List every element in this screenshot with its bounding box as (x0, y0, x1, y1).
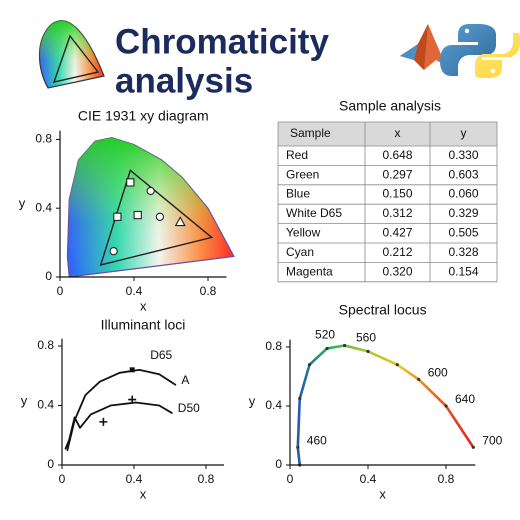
wavelength-label: 460 (307, 433, 327, 447)
sample-marker (146, 186, 155, 196)
table-title: Sample analysis (339, 98, 441, 114)
table-cell: Cyan (286, 245, 314, 259)
vertex-dot (417, 377, 421, 382)
x-tick-label: 0.4 (126, 472, 143, 486)
y-tick-label: 0.4 (35, 200, 52, 214)
illuminant-point (129, 367, 135, 373)
x-tick-label: 0.8 (200, 284, 217, 298)
table-header: Sample (290, 126, 331, 140)
vertex-dot (298, 397, 302, 401)
x-axis-label: x (379, 486, 386, 501)
series-line (66, 368, 177, 452)
vertex-dot (307, 363, 312, 367)
sample-marker (109, 247, 118, 256)
table-header-bg (278, 122, 497, 146)
table-cell: Yellow (286, 225, 321, 239)
python-logo (440, 24, 520, 78)
table-cell: 0.329 (448, 206, 478, 220)
cross-point (99, 417, 108, 426)
y-tick-label: 0.8 (35, 132, 52, 146)
table-cell: 0.328 (448, 245, 478, 259)
series-line (64, 401, 173, 450)
sample-marker (126, 178, 135, 187)
series-label: D50 (178, 401, 200, 415)
x-tick-label: 0.8 (438, 472, 455, 486)
y-tick-label: 0 (47, 457, 54, 471)
x-tick-label: 0.4 (360, 472, 377, 486)
x-axis-label: x (140, 486, 147, 501)
x-axis-label: x (140, 298, 147, 313)
table-cell: 0.427 (382, 225, 412, 239)
chart-title: Illuminant loci (101, 317, 186, 333)
table-cell: 0.330 (448, 148, 478, 162)
y-tick-label: 0 (275, 457, 282, 471)
wavelength-label: 600 (428, 366, 448, 380)
vertex-dot (444, 404, 448, 408)
table-cell: Blue (286, 187, 310, 201)
sample-marker (133, 210, 142, 220)
y-tick-label: 0.4 (37, 398, 54, 412)
vertex-dot (366, 349, 370, 354)
matlab-logo (400, 24, 446, 70)
table-cell: 0.060 (448, 187, 478, 201)
vertex-dot (395, 363, 399, 367)
table-cell: 0.505 (448, 225, 478, 239)
sample-marker (174, 216, 186, 227)
y-tick-label: 0.4 (265, 398, 282, 412)
table-cell: 0.320 (382, 264, 412, 278)
series-label: A (181, 373, 189, 387)
x-tick-label: 0.4 (126, 284, 143, 298)
wavelength-label: 520 (315, 328, 335, 342)
table-cell: Magenta (286, 264, 333, 278)
y-tick-label: 0.8 (37, 338, 54, 352)
x-tick-label: 0 (59, 472, 66, 486)
x-tick-label: 0.8 (198, 472, 215, 486)
vertex-dot (343, 343, 347, 348)
table-cell: 0.312 (382, 206, 412, 220)
y-axis-label: y (19, 195, 26, 210)
logo-icon (39, 20, 105, 89)
sample-marker (113, 212, 122, 221)
page-title: analysis (115, 61, 253, 100)
x-tick-label: 0 (287, 472, 294, 486)
page-title: Chromaticity (115, 22, 329, 61)
vertex-dot (296, 445, 300, 449)
wavelength-label: 700 (482, 433, 502, 447)
table-cell: 0.212 (382, 245, 412, 259)
y-axis-label: y (249, 394, 256, 409)
vertex-dot (325, 346, 329, 351)
table-cell: 0.297 (382, 167, 412, 181)
illuminant-label: D65 (150, 348, 172, 362)
table-cell: 0.154 (448, 264, 478, 278)
table-cell: Green (286, 167, 319, 181)
cross-point (128, 395, 137, 404)
table-cell: 0.648 (382, 148, 412, 162)
table-header: y (461, 126, 467, 140)
chart-title: CIE 1931 xy diagram (78, 108, 209, 124)
y-tick-label: 0.8 (265, 339, 282, 353)
sample-marker (155, 212, 165, 221)
wavelength-label: 640 (455, 392, 475, 406)
x-tick-label: 0 (57, 284, 64, 298)
table-cell: 0.603 (448, 167, 478, 181)
chart-title: Spectral locus (339, 302, 427, 318)
table-header: x (395, 126, 401, 140)
table-cell: 0.150 (382, 187, 412, 201)
table-cell: Red (286, 148, 308, 162)
vertex-dot (471, 445, 475, 449)
wavelength-label: 560 (356, 331, 376, 345)
y-tick-label: 0 (45, 269, 52, 283)
y-axis-label: y (21, 393, 28, 408)
table-cell: White D65 (286, 206, 342, 220)
